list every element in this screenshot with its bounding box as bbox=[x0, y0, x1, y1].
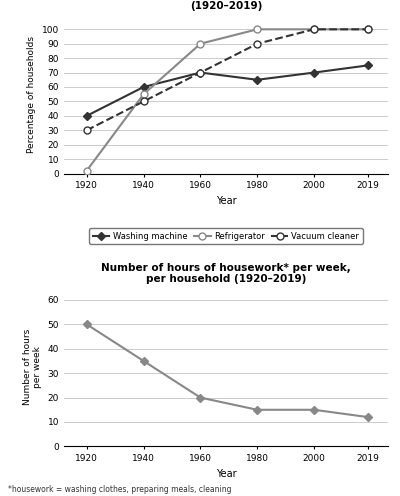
X-axis label: Year: Year bbox=[216, 196, 236, 206]
Text: *housework = washing clothes, preparing meals, cleaning: *housework = washing clothes, preparing … bbox=[8, 485, 232, 494]
Title: Number of hours of housework* per week,
per household (1920–2019): Number of hours of housework* per week, … bbox=[101, 262, 351, 284]
Y-axis label: Percentage of households: Percentage of households bbox=[27, 36, 36, 153]
X-axis label: Year: Year bbox=[216, 469, 236, 479]
Title: Percentage of households with electrical appliances
(1920–2019): Percentage of households with electrical… bbox=[72, 0, 380, 11]
Legend: Washing machine, Refrigerator, Vacuum cleaner: Washing machine, Refrigerator, Vacuum cl… bbox=[89, 229, 363, 244]
Y-axis label: Number of hours
per week: Number of hours per week bbox=[23, 329, 42, 405]
